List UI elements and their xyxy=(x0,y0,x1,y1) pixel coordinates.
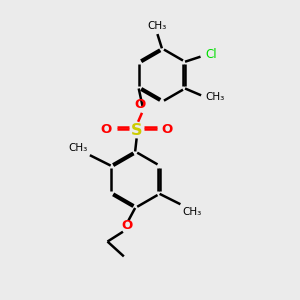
Text: O: O xyxy=(162,123,173,136)
Text: CH₃: CH₃ xyxy=(68,143,88,153)
Text: S: S xyxy=(131,123,142,138)
Text: O: O xyxy=(135,98,146,111)
Text: CH₃: CH₃ xyxy=(205,92,224,102)
Text: CH₃: CH₃ xyxy=(148,21,167,31)
Text: Cl: Cl xyxy=(205,48,217,61)
Text: CH₃: CH₃ xyxy=(182,207,202,217)
Text: O: O xyxy=(100,123,112,136)
Text: O: O xyxy=(121,219,132,232)
